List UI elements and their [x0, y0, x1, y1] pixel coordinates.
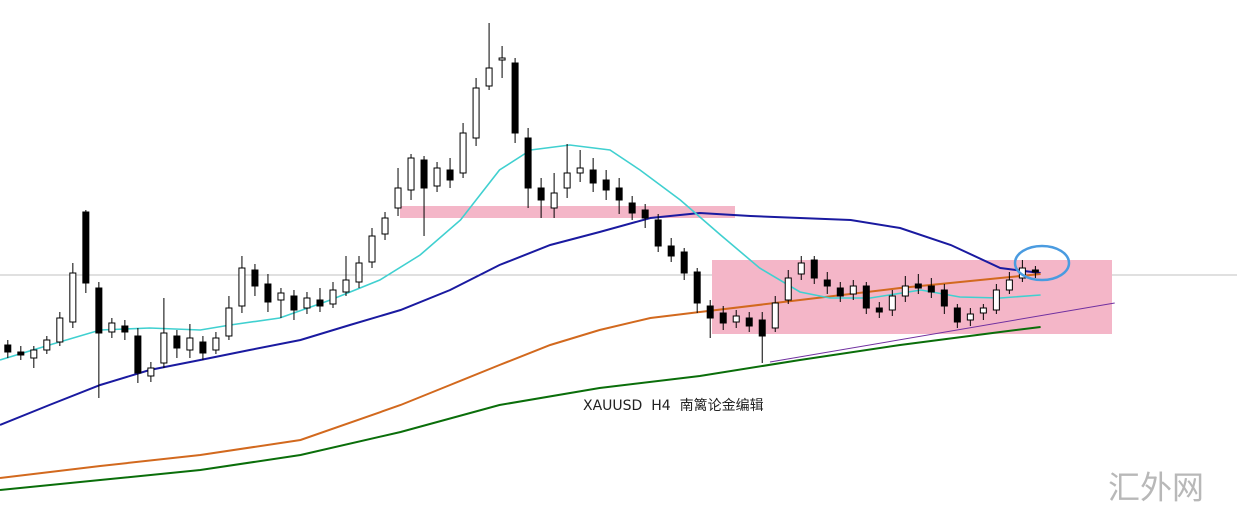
candle-body [914, 283, 922, 289]
candle-body [628, 202, 636, 214]
candle-body [654, 219, 662, 247]
candle-body [745, 317, 753, 327]
candles [4, 23, 1039, 398]
candle-body [485, 67, 493, 87]
candle-body [836, 287, 844, 297]
candle-body [641, 209, 649, 219]
candle-body [238, 267, 246, 307]
candle-body [602, 179, 610, 191]
candle-body [173, 335, 181, 349]
indicator-line [769, 302, 1115, 363]
candle-body [1031, 269, 1039, 273]
candle-body [56, 317, 64, 343]
candle-body [95, 287, 103, 334]
candle-body [862, 285, 870, 309]
candle-body [342, 279, 350, 293]
candle-body [472, 87, 480, 139]
candle-body [407, 157, 415, 191]
candle-body [199, 341, 207, 354]
candle-body [277, 292, 285, 301]
candle-body [719, 312, 727, 324]
candle-body [355, 262, 363, 283]
candle-body [394, 187, 402, 209]
candle-body [30, 349, 38, 359]
candle-body [563, 172, 571, 189]
candle-body [147, 367, 155, 377]
candle-body [290, 295, 298, 311]
candle-body [160, 332, 168, 364]
watermark: 汇外网 [1108, 469, 1204, 507]
candle-body [979, 307, 987, 314]
chart-label: XAUUSD H4 南篱论金编辑 [583, 398, 764, 414]
candle-body [953, 307, 961, 323]
candle-body [680, 251, 688, 274]
candle-body [433, 167, 441, 187]
candle-body [4, 344, 12, 353]
candle-body [121, 325, 129, 333]
candle-body [17, 351, 25, 356]
candle-body [797, 262, 805, 275]
candle-body [212, 337, 220, 351]
candle-body [43, 339, 51, 351]
candle-body [810, 259, 818, 279]
candle-body [498, 57, 506, 61]
candle-body [901, 285, 909, 297]
candle-body [303, 297, 311, 309]
candle-body [667, 245, 675, 257]
candle-body [69, 272, 77, 323]
candle-body [368, 235, 376, 263]
candle-body [927, 285, 935, 293]
candle-body [329, 289, 337, 305]
candle-body [732, 315, 740, 323]
zone [400, 206, 735, 218]
candle-body [446, 169, 454, 181]
highlight-circle [1013, 244, 1071, 282]
candle-body [758, 319, 766, 337]
indicator-line [0, 326, 1041, 491]
candle-body [706, 305, 714, 319]
candle-body [108, 322, 116, 333]
candle-body [524, 137, 532, 189]
candle-body [888, 295, 896, 311]
candle-body [264, 283, 272, 303]
candle-body [875, 307, 883, 313]
candle-body [849, 285, 857, 295]
candle-body [381, 217, 389, 235]
indicator-line [0, 211, 1041, 426]
candle-body [771, 302, 779, 329]
candle-body [251, 269, 259, 287]
candle-body [940, 289, 948, 307]
candle-body [823, 279, 831, 287]
candle-body [784, 277, 792, 301]
candle-body [992, 289, 1000, 311]
candle-body [576, 167, 584, 174]
candle-body [82, 211, 90, 284]
candle-body [420, 159, 428, 189]
candle-body [615, 187, 623, 201]
candle-body [589, 169, 597, 184]
candle-body [966, 313, 974, 321]
candle-body [134, 335, 142, 374]
candle-body [550, 192, 558, 209]
candle-body [225, 307, 233, 337]
candle-body [186, 337, 194, 351]
candle-body [1005, 279, 1013, 291]
candle-body [459, 132, 467, 174]
candle-body [511, 62, 519, 134]
candle-body [693, 271, 701, 304]
candle-body [316, 299, 324, 307]
candle-body [537, 187, 545, 201]
